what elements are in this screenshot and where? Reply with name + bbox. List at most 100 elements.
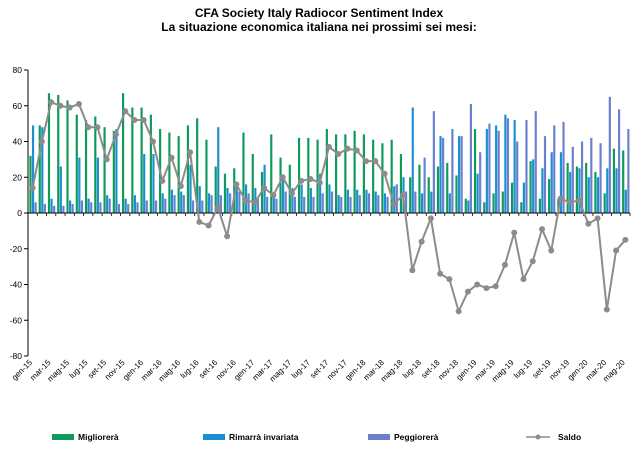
y-tick-label: -80 (10, 351, 23, 361)
bar-Migliorerà (140, 107, 143, 213)
bar-Rimarrà invariata (161, 193, 164, 213)
y-tick-label: -40 (10, 280, 23, 290)
bar-Peggiorerà (247, 193, 250, 213)
bar-Migliorerà (307, 137, 310, 213)
bar-Peggiorerà (201, 200, 204, 213)
y-tick-label: 20 (13, 172, 23, 182)
bar-Peggiorerà (562, 121, 565, 213)
bar-Peggiorerà (404, 191, 408, 213)
y-tick-label: 0 (17, 208, 22, 218)
bar-Peggiorerà (423, 157, 426, 213)
bar-Rimarrà invariata (569, 171, 572, 213)
x-tick-label: lug-16 (179, 358, 201, 380)
bar-Peggiorerà (80, 200, 84, 213)
saldo-point (520, 276, 527, 283)
saldo-point (150, 138, 157, 145)
bar-Migliorerà (205, 139, 208, 213)
bar-Migliorerà (233, 168, 236, 213)
bar-Peggiorerà (451, 128, 454, 213)
bar-Rimarrà invariata (59, 166, 62, 213)
bar-Peggiorerà (516, 141, 519, 213)
bar-Rimarrà invariata (522, 182, 525, 213)
chart-subtitle: La situazione economica italiana nei pro… (161, 20, 477, 34)
bar-Peggiorerà (330, 191, 334, 213)
saldo-point (29, 184, 36, 191)
bar-Migliorerà (66, 100, 69, 213)
bar-Rimarrà invariata (337, 195, 340, 213)
bar-Rimarrà invariata (87, 198, 90, 213)
bar-Rimarrà invariata (115, 128, 118, 213)
x-tick-label: lug-17 (290, 358, 312, 380)
saldo-point (474, 281, 481, 288)
saldo-point (261, 184, 268, 191)
y-tick-label: -60 (10, 315, 23, 325)
bar-Migliorerà (566, 162, 569, 213)
saldo-point (298, 177, 305, 184)
bar-Rimarrà invariata (485, 128, 488, 213)
saldo-point (187, 149, 194, 156)
bar-Peggiorerà (608, 96, 611, 213)
bar-Peggiorerà (571, 146, 574, 213)
legend-swatch (52, 434, 74, 440)
saldo-point (224, 233, 231, 240)
saldo-point (400, 192, 407, 199)
saldo-point (57, 102, 64, 109)
bar-Migliorerà (196, 118, 199, 213)
bar-Rimarrà invariata (319, 173, 322, 213)
bar-Peggiorerà (238, 191, 241, 213)
bar-Peggiorerà (395, 184, 398, 213)
bar-Migliorerà (223, 173, 227, 213)
saldo-point (539, 226, 546, 233)
bar-Rimarrà invariata (587, 177, 590, 213)
saldo-point (557, 195, 564, 202)
saldo-point (585, 220, 592, 227)
y-tick-label: -20 (10, 244, 23, 254)
bar-Migliorerà (344, 134, 347, 213)
bar-Rimarrà invariata (439, 136, 442, 213)
saldo-point (177, 183, 184, 190)
bar-Peggiorerà (90, 202, 93, 213)
bar-Peggiorerà (219, 195, 222, 213)
saldo-point (455, 308, 462, 315)
saldo-point (85, 124, 92, 131)
bar-Migliorerà (585, 162, 588, 213)
bar-Migliorerà (575, 166, 578, 213)
legend-label: Rimarrà invariata (229, 432, 299, 442)
bar-Rimarrà invariata (606, 168, 609, 213)
bar-Rimarrà invariata (180, 191, 183, 213)
saldo-point (511, 229, 518, 236)
bar-Peggiorerà (460, 136, 463, 213)
bar-Peggiorerà (53, 205, 56, 213)
saldo-point (38, 138, 45, 145)
saldo-point (372, 158, 379, 165)
bar-Rimarrà invariata (217, 127, 220, 213)
bar-Rimarrà invariata (495, 125, 498, 213)
bar-Rimarrà invariata (272, 193, 275, 213)
x-tick-label: lug-18 (401, 358, 423, 380)
bar-Peggiorerà (275, 198, 278, 213)
saldo-point (344, 145, 351, 152)
saldo-point (205, 222, 212, 229)
bar-Migliorerà (501, 191, 504, 213)
bar-Peggiorerà (469, 103, 472, 213)
saldo-point (214, 204, 221, 211)
bar-Rimarrà invariata (578, 168, 581, 213)
y-tick-label: 80 (13, 65, 23, 75)
saldo-point (103, 156, 110, 163)
saldo-point (390, 201, 397, 208)
bar-Migliorerà (186, 125, 190, 213)
bar-Peggiorerà (497, 130, 500, 213)
bar-Migliorerà (603, 193, 606, 213)
bar-Migliorerà (297, 137, 301, 213)
saldo-point (492, 283, 499, 290)
bar-Migliorerà (548, 179, 551, 213)
bar-Rimarrà invariata (596, 177, 600, 213)
saldo-point (437, 270, 444, 277)
bar-Rimarrà invariata (559, 152, 563, 213)
x-tick-label: lug-15 (68, 358, 90, 380)
bar-Peggiorerà (358, 195, 361, 213)
y-tick-label: 60 (13, 101, 23, 111)
bar-Rimarrà invariata (550, 152, 553, 213)
saldo-point (548, 247, 555, 254)
